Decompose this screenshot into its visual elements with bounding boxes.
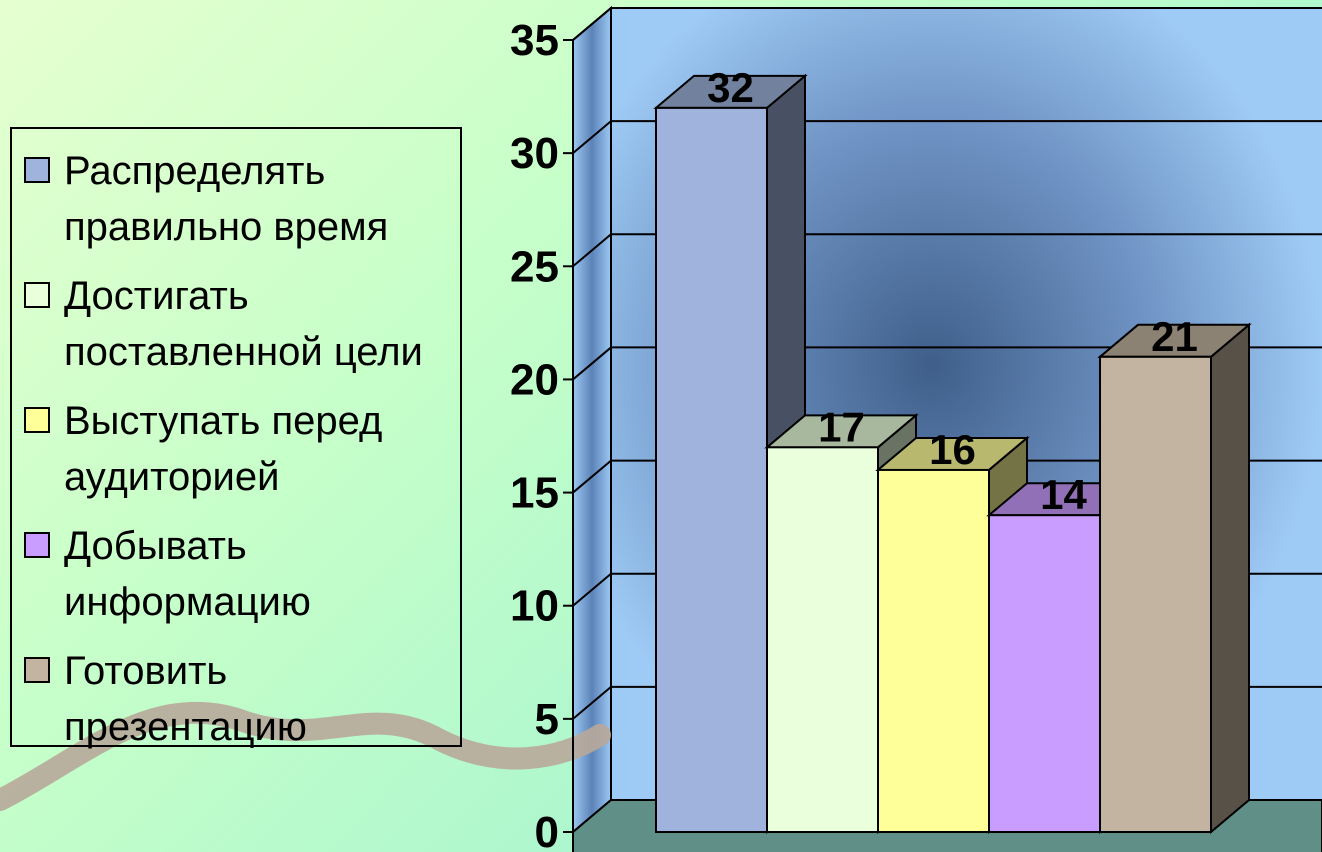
legend-label: Распределять правильно время	[64, 149, 389, 249]
legend-swatch	[24, 157, 50, 183]
y-tick-label: 35	[510, 16, 559, 65]
legend-label: Готовить презентацию	[64, 649, 307, 749]
y-tick-label: 0	[535, 808, 559, 852]
legend: Распределять правильно время Достигать п…	[10, 127, 462, 749]
data-label: 14	[1040, 471, 1087, 518]
legend-label: Выступать перед аудиторией	[64, 399, 383, 499]
y-axis: 0 5 10 15 20 25 30 35	[510, 16, 574, 852]
legend-label: Достигать поставленной цели	[64, 274, 423, 374]
legend-swatch	[24, 407, 50, 433]
legend-swatch	[24, 657, 50, 683]
bar-front	[877, 468, 990, 833]
legend-swatch	[24, 532, 50, 558]
gridline	[572, 459, 1322, 494]
side-wall	[572, 5, 612, 835]
gridline	[572, 7, 1322, 41]
bar-front	[655, 106, 768, 833]
legend-label: Добывать информацию	[64, 524, 311, 624]
y-tick-label: 20	[510, 355, 559, 404]
bar-side	[1210, 322, 1250, 835]
y-tick-label: 5	[535, 695, 559, 744]
y-tick-label: 30	[510, 129, 559, 178]
y-tick-label: 10	[510, 582, 559, 631]
gridline	[572, 346, 1322, 381]
legend-swatch	[24, 282, 50, 308]
data-label: 17	[818, 403, 865, 450]
y-tick-label: 25	[510, 242, 559, 291]
gridline	[572, 233, 1322, 268]
bar-front	[766, 446, 879, 833]
data-label: 16	[929, 426, 976, 473]
gridlines	[572, 7, 1322, 720]
bar-front	[1099, 355, 1212, 833]
decorative-wave	[0, 701, 611, 811]
wave-line	[0, 701, 611, 811]
bar: 21	[1097, 313, 1252, 835]
gridline	[572, 120, 1322, 154]
bars: 32 17 16 14 21	[653, 64, 1252, 835]
y-tick-label: 15	[510, 469, 559, 518]
bar-front	[988, 514, 1101, 833]
data-label: 21	[1151, 313, 1198, 360]
data-label: 32	[707, 64, 754, 111]
